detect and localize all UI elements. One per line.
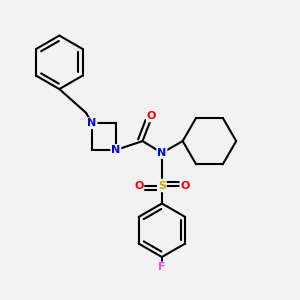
Text: O: O [147, 111, 156, 122]
Text: N: N [111, 145, 120, 155]
Text: F: F [158, 262, 166, 272]
Text: S: S [158, 181, 166, 191]
Text: O: O [134, 181, 143, 191]
Text: N: N [157, 148, 167, 158]
Text: O: O [180, 181, 190, 191]
Text: N: N [87, 118, 97, 128]
